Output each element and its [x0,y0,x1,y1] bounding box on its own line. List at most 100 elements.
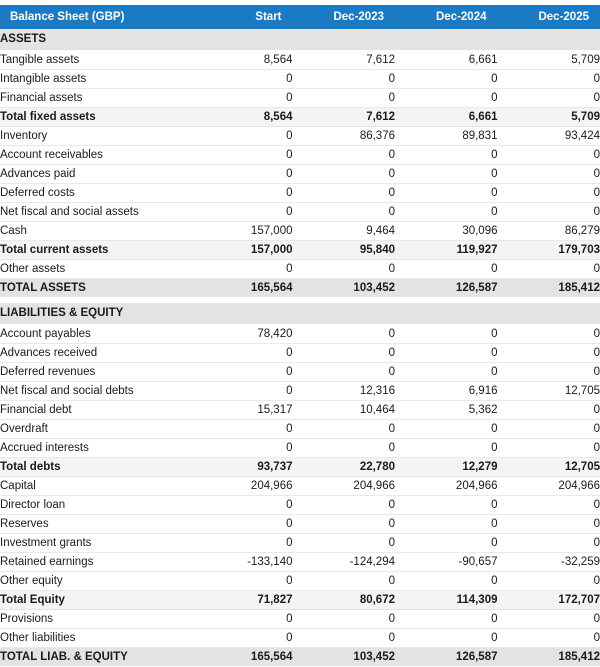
row-value: 0 [190,439,293,458]
row-label: Total fixed assets [0,108,190,127]
row-value: 0 [293,534,396,553]
row-value: 0 [498,610,600,629]
row-label: Net fiscal and social assets [0,203,190,222]
row-value: 0 [190,420,293,439]
row-value: 126,587 [395,279,498,298]
row-value: 0 [498,344,600,363]
row-value: 0 [293,572,396,591]
row-value: 0 [395,260,498,279]
row-label: Investment grants [0,534,190,553]
row-value: 93,737 [190,458,293,477]
row-value: 0 [190,534,293,553]
row-value: 165,564 [190,279,293,298]
row-value: 0 [190,165,293,184]
row-label: Advances paid [0,165,190,184]
row-value: 126,587 [395,648,498,667]
row-value: 0 [395,496,498,515]
row-value: 0 [293,439,396,458]
table-row: ASSETS [0,29,600,51]
row-value: 204,966 [498,477,600,496]
row-value: 86,376 [293,127,396,146]
row-label: Other liabilities [0,629,190,648]
row-value: 0 [498,420,600,439]
row-value: 172,707 [498,591,600,610]
row-value: 7,612 [293,51,396,70]
row-value: 0 [190,89,293,108]
row-value: 0 [293,344,396,363]
row-value: 10,464 [293,401,396,420]
row-value: 12,316 [293,382,396,401]
row-value: 179,703 [498,241,600,260]
row-value [293,303,396,325]
column-header-start: Start [190,5,293,29]
row-value: -133,140 [190,553,293,572]
row-value: 6,661 [395,51,498,70]
row-value: 0 [395,363,498,382]
row-value: 0 [395,515,498,534]
row-value: 0 [293,629,396,648]
row-label: Intangible assets [0,70,190,89]
row-value: 0 [190,146,293,165]
row-label: Cash [0,222,190,241]
row-value: 0 [293,325,396,344]
row-value: 114,309 [395,591,498,610]
row-label: Retained earnings [0,553,190,572]
row-label: Total current assets [0,241,190,260]
row-value: 0 [498,363,600,382]
row-value: 12,279 [395,458,498,477]
row-label: TOTAL ASSETS [0,279,190,298]
row-value: 0 [190,629,293,648]
row-value: 157,000 [190,222,293,241]
row-value: 204,966 [395,477,498,496]
row-value: 0 [190,184,293,203]
row-value: 0 [293,496,396,515]
table-header: Balance Sheet (GBP) Start Dec-2023 Dec-2… [0,5,600,29]
row-value: 0 [498,515,600,534]
row-value: 0 [293,146,396,165]
row-value: 185,412 [498,279,600,298]
row-value: 0 [190,70,293,89]
row-value [498,303,600,325]
row-value: 89,831 [395,127,498,146]
row-value: 5,709 [498,108,600,127]
row-value: 0 [395,629,498,648]
row-value: -124,294 [293,553,396,572]
row-value: 8,564 [190,108,293,127]
row-value: 0 [395,89,498,108]
row-value: 0 [395,165,498,184]
row-label: Reserves [0,515,190,534]
row-value: 0 [395,184,498,203]
row-value: 71,827 [190,591,293,610]
row-value: 0 [498,260,600,279]
row-value: 0 [293,70,396,89]
table-title: Balance Sheet (GBP) [0,5,190,29]
row-value: 0 [498,401,600,420]
row-value: 0 [395,439,498,458]
row-value: 0 [190,203,293,222]
row-value: 86,279 [498,222,600,241]
section-label: ASSETS [0,29,190,51]
row-value: 204,966 [190,477,293,496]
row-value: 15,317 [190,401,293,420]
row-label: Account receivables [0,146,190,165]
row-value: 0 [395,534,498,553]
balance-sheet-table: Balance Sheet (GBP) Start Dec-2023 Dec-2… [0,5,600,667]
row-label: Account payables [0,325,190,344]
row-value: 0 [190,496,293,515]
row-value: 185,412 [498,648,600,667]
row-value: 78,420 [190,325,293,344]
row-value: 103,452 [293,279,396,298]
